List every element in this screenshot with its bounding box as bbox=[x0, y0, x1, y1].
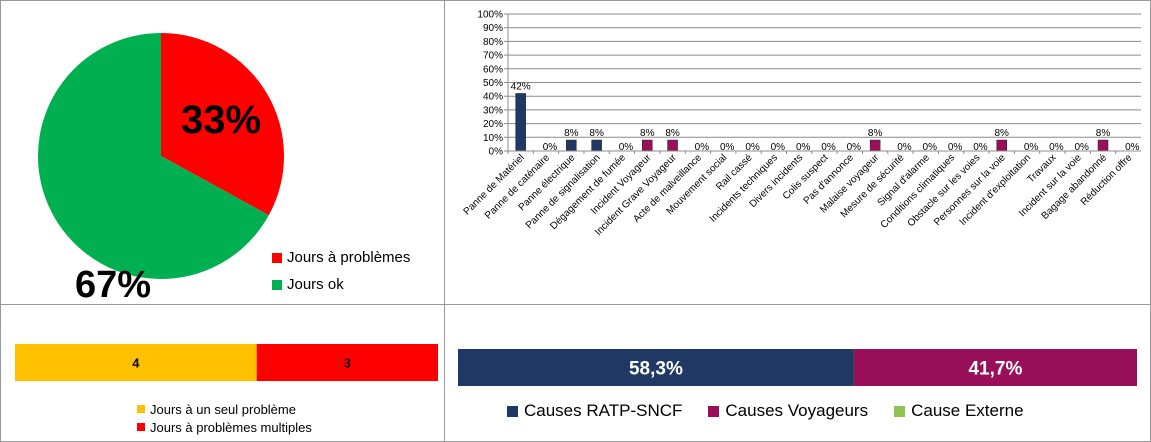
causes-type-stacked-bar: 58,3% 41,7% 0% bbox=[458, 349, 1151, 386]
y-tick-label: 90% bbox=[483, 23, 503, 34]
stacked-segment bbox=[853, 349, 1137, 386]
bar-value-label: 0% bbox=[973, 142, 988, 153]
segment-label: 3 bbox=[344, 356, 351, 371]
days-legend-item: Jours à problèmes multiples bbox=[137, 418, 312, 436]
bar-value-label: 8% bbox=[868, 128, 883, 139]
bar-value-label: 8% bbox=[564, 128, 579, 139]
legend-swatch bbox=[708, 405, 720, 417]
segment-label: 4 bbox=[132, 356, 140, 371]
pie-panel: 33% 67% Jours à problèmes Jours ok bbox=[0, 0, 445, 305]
causes-legend-label: Cause Externe bbox=[911, 401, 1024, 420]
pie-slice bbox=[38, 33, 269, 279]
days-legend-item: Jours à un seul problème bbox=[137, 400, 312, 418]
bar bbox=[591, 139, 602, 152]
bar-value-label: 0% bbox=[1125, 142, 1140, 153]
days-legend-label: Jours à un seul problème bbox=[150, 401, 296, 417]
bar-value-label: 0% bbox=[1049, 142, 1064, 153]
causes-bar-chart: 0%10%20%30%40%50%60%70%80%90%100%42%Pann… bbox=[462, 10, 1141, 238]
bar-value-label: 0% bbox=[923, 142, 938, 153]
bar-value-label: 0% bbox=[897, 142, 912, 153]
y-tick-label: 40% bbox=[483, 92, 503, 103]
legend-swatch bbox=[137, 423, 145, 431]
y-tick-label: 60% bbox=[483, 64, 503, 75]
bar-value-label: 8% bbox=[589, 128, 604, 139]
y-tick-label: 70% bbox=[483, 51, 503, 62]
bar-value-label: 42% bbox=[511, 81, 531, 92]
bar-value-label: 0% bbox=[796, 142, 811, 153]
bar bbox=[667, 139, 678, 152]
segment-label: 58,3% bbox=[629, 359, 683, 380]
legend-swatch bbox=[507, 405, 518, 417]
bar-value-label: 0% bbox=[847, 142, 862, 153]
y-tick-label: 10% bbox=[483, 133, 503, 144]
segment-label: 0% bbox=[1137, 359, 1151, 380]
bar-value-label: 0% bbox=[1074, 142, 1089, 153]
bar-value-label: 0% bbox=[948, 142, 963, 153]
legend-swatch bbox=[894, 405, 906, 417]
y-tick-label: 50% bbox=[483, 78, 503, 89]
bar-value-label: 0% bbox=[1024, 142, 1039, 153]
pie-legend-item: Jours ok bbox=[272, 271, 410, 298]
days-legend-label: Jours à problèmes multiples bbox=[150, 419, 312, 435]
segment-label: 41,7% bbox=[968, 359, 1022, 380]
pie-legend: Jours à problèmes Jours ok bbox=[272, 244, 410, 298]
pie-legend-label: Jours ok bbox=[287, 276, 344, 293]
pie-slice-label: 33% bbox=[181, 98, 261, 142]
bar-value-label: 8% bbox=[640, 128, 655, 139]
bar bbox=[566, 139, 577, 152]
legend-swatch bbox=[272, 252, 282, 263]
causes-legend-label: Causes RATP-SNCF bbox=[524, 401, 683, 420]
bar-value-label: 0% bbox=[771, 142, 786, 153]
causes-legend-label: Causes Voyageurs bbox=[725, 401, 869, 420]
pie-legend-item: Jours à problèmes bbox=[272, 244, 410, 271]
bar-value-label: 8% bbox=[995, 128, 1010, 139]
bar-value-label: 0% bbox=[543, 142, 558, 153]
pie-slice bbox=[161, 33, 285, 216]
legend-swatch bbox=[137, 405, 145, 413]
bar bbox=[515, 93, 526, 152]
bar-value-label: 8% bbox=[665, 128, 680, 139]
y-tick-label: 20% bbox=[483, 119, 503, 130]
causes-legend-item: Causes Voyageurs bbox=[708, 401, 868, 421]
bar-value-label: 0% bbox=[745, 142, 760, 153]
causes-bar-panel: 0% 10% 20% 30% 40% 50% 60% 70% 80% 90% 100% 42% Pann… bbox=[444, 0, 1151, 305]
y-tick-label: 0% bbox=[489, 147, 504, 158]
bar bbox=[642, 139, 653, 152]
stacked-segment bbox=[15, 344, 257, 381]
bar bbox=[869, 139, 881, 152]
stacked-segment bbox=[256, 344, 438, 381]
bar-value-label: 0% bbox=[619, 142, 634, 153]
bar-value-label: 0% bbox=[821, 142, 836, 153]
bar bbox=[996, 139, 1007, 152]
legend-swatch bbox=[272, 279, 282, 290]
pie-chart: 33% 67% bbox=[38, 33, 285, 305]
bar-value-label: 8% bbox=[1096, 128, 1111, 139]
y-tick-label: 30% bbox=[483, 105, 503, 116]
stacked-segment bbox=[458, 349, 854, 386]
bar-value-label: 0% bbox=[695, 142, 710, 153]
pie-slice-label: 67% bbox=[75, 264, 151, 305]
causes-legend-item: Cause Externe bbox=[894, 401, 1024, 421]
pie-legend-label: Jours à problèmes bbox=[287, 249, 411, 266]
causes-type-legend: Causes RATP-SNCF Causes Voyageurs Cause … bbox=[507, 401, 1024, 421]
days-legend: Jours à un seul problème Jours à problèm… bbox=[137, 400, 312, 436]
bar bbox=[1097, 139, 1109, 152]
y-tick-label: 80% bbox=[483, 37, 503, 48]
causes-type-panel: 58,3% 41,7% 0% Causes RATP-SNCF Causes Voy… bbox=[444, 304, 1151, 442]
causes-legend-item: Causes RATP-SNCF bbox=[507, 401, 682, 421]
y-tick-label: 100% bbox=[477, 10, 503, 21]
bar-value-label: 0% bbox=[720, 142, 735, 153]
